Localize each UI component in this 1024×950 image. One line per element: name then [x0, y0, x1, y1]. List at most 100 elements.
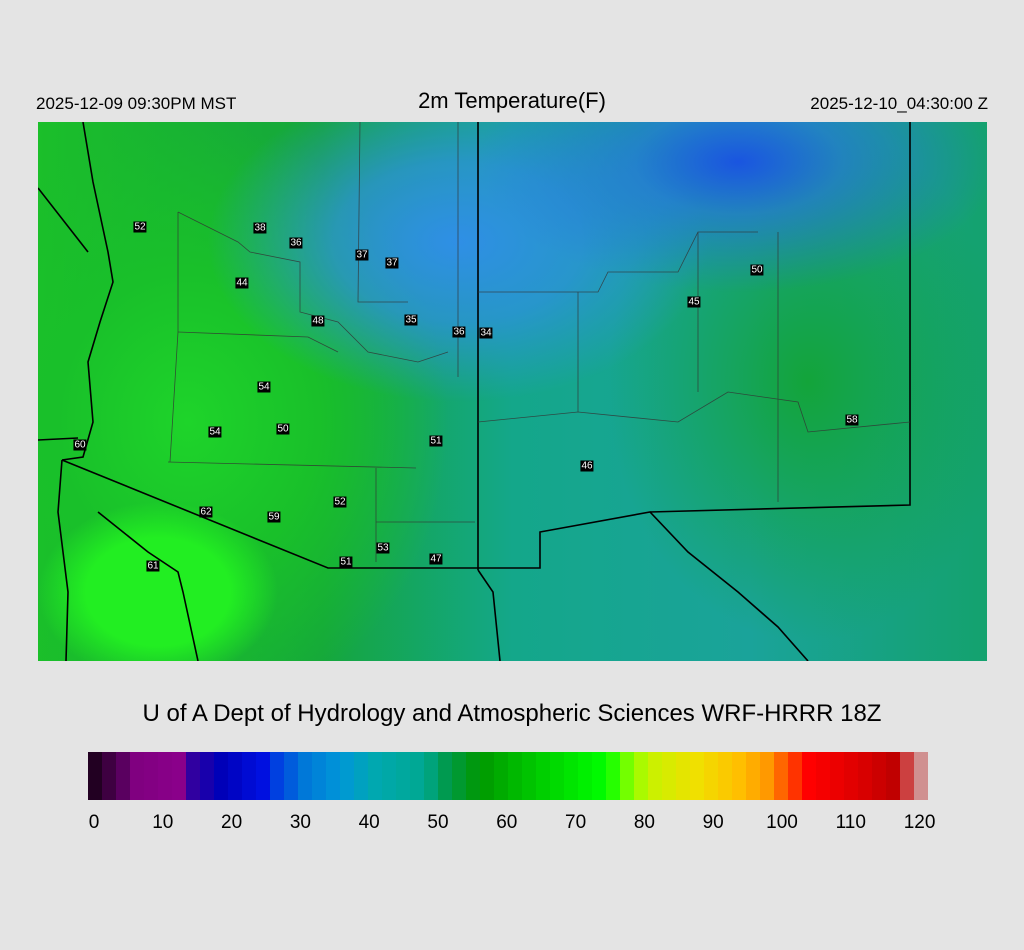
colorbar-segment	[382, 752, 396, 800]
colorbar-segment	[494, 752, 508, 800]
colorbar-segment	[438, 752, 452, 800]
colorbar-segment	[214, 752, 228, 800]
station-value: 50	[276, 423, 290, 435]
colorbar-segment	[340, 752, 354, 800]
colorbar-segment	[704, 752, 718, 800]
colorbar-segment	[620, 752, 634, 800]
colorbar-segment	[130, 752, 144, 800]
colorbar-tick-label: 60	[496, 812, 518, 833]
station-value: 53	[376, 542, 390, 554]
colorbar-tick-label: 50	[427, 812, 449, 833]
colorbar-segment	[536, 752, 550, 800]
colorbar-segment	[774, 752, 788, 800]
colorbar-tick-label: 20	[221, 812, 243, 833]
colorbar-segment	[172, 752, 186, 800]
station-value: 62	[199, 506, 213, 518]
colorbar-segment	[802, 752, 816, 800]
colorbar-segment	[522, 752, 536, 800]
temperature-colorbar	[88, 752, 928, 800]
colorbar-segment	[508, 752, 522, 800]
station-value: 36	[452, 326, 466, 338]
colorbar-segment	[732, 752, 746, 800]
colorbar-segment	[718, 752, 732, 800]
model-credit: U of A Dept of Hydrology and Atmospheric…	[142, 700, 882, 727]
station-value: 48	[311, 315, 325, 327]
station-value: 51	[339, 556, 353, 568]
station-value: 50	[750, 264, 764, 276]
station-value: 54	[257, 381, 271, 393]
station-value: 36	[289, 237, 303, 249]
colorbar-segment	[410, 752, 424, 800]
colorbar-segment	[424, 752, 438, 800]
local-time: 2025-12-09 09:30PM MST	[36, 94, 237, 113]
station-value: 44	[235, 277, 249, 289]
station-value: 52	[333, 496, 347, 508]
colorbar-tick-label: 70	[565, 812, 587, 833]
colorbar-tick-label: 120	[903, 812, 936, 833]
colorbar-segment	[662, 752, 676, 800]
colorbar-segment	[760, 752, 774, 800]
station-value: 35	[404, 314, 418, 326]
nm-tx-border	[649, 122, 911, 513]
colorbar-segment	[242, 752, 256, 800]
temperature-map: 52 38 36 37 37 44 48 35 36 34 50 45 54 5…	[38, 122, 987, 661]
colorbar-tick-label: 0	[88, 812, 100, 833]
colorbar-tick-label: 100	[766, 812, 798, 833]
colorbar-segment	[746, 752, 760, 800]
station-value: 59	[267, 511, 281, 523]
station-value: 46	[580, 460, 594, 472]
station-value: 52	[133, 221, 147, 233]
colorbar-segment	[326, 752, 340, 800]
colorbar-segment	[298, 752, 312, 800]
station-value: 45	[687, 296, 701, 308]
valid-time: 2025-12-10_04:30:00 Z	[810, 94, 988, 113]
colorbar-segment	[634, 752, 648, 800]
colorbar-tick-label: 10	[152, 812, 174, 833]
station-value: 37	[355, 249, 369, 261]
colorbar-segment	[858, 752, 872, 800]
colorbar-segment	[648, 752, 662, 800]
colorbar-segment	[228, 752, 242, 800]
colorbar-segment	[606, 752, 620, 800]
colorbar-segment	[466, 752, 480, 800]
colorbar-segment	[116, 752, 130, 800]
colorbar-segment	[452, 752, 466, 800]
station-value: 58	[845, 414, 859, 426]
colorbar-segment	[844, 752, 858, 800]
station-value: 51	[429, 435, 443, 447]
colorbar-segment	[676, 752, 690, 800]
colorbar-segment	[816, 752, 830, 800]
colorbar-tick-label: 110	[835, 812, 866, 833]
station-value: 54	[208, 426, 222, 438]
colorbar-segment	[564, 752, 578, 800]
colorbar-segment	[872, 752, 886, 800]
colorbar-segment	[900, 752, 914, 800]
colorbar-tick-label: 90	[702, 812, 724, 833]
colorbar-segment	[256, 752, 270, 800]
station-value: 47	[429, 553, 443, 565]
colorbar-segment	[788, 752, 802, 800]
colorbar-segment	[186, 752, 200, 800]
station-value: 37	[385, 257, 399, 269]
colorbar-segment	[354, 752, 368, 800]
colorbar-tick-label: 40	[358, 812, 380, 833]
colorbar-segment	[200, 752, 214, 800]
colorbar-tick-label: 30	[289, 812, 311, 833]
colorbar-segment	[144, 752, 158, 800]
colorbar-segment	[914, 752, 928, 800]
colorbar-segment	[578, 752, 592, 800]
colorbar-segment	[480, 752, 494, 800]
boundaries	[38, 122, 911, 661]
colorbar-segment	[88, 752, 102, 800]
station-value: 60	[73, 439, 87, 451]
colorado-river	[61, 122, 114, 461]
colorbar-segment	[312, 752, 326, 800]
map-title: 2m Temperature(F)	[418, 88, 606, 113]
colorbar-segment	[550, 752, 564, 800]
colorbar-tick-label: 80	[633, 812, 655, 833]
us-mexico-border	[61, 459, 809, 661]
station-value: 38	[253, 222, 267, 234]
colorbar-segment	[886, 752, 900, 800]
colorbar-segment	[396, 752, 410, 800]
